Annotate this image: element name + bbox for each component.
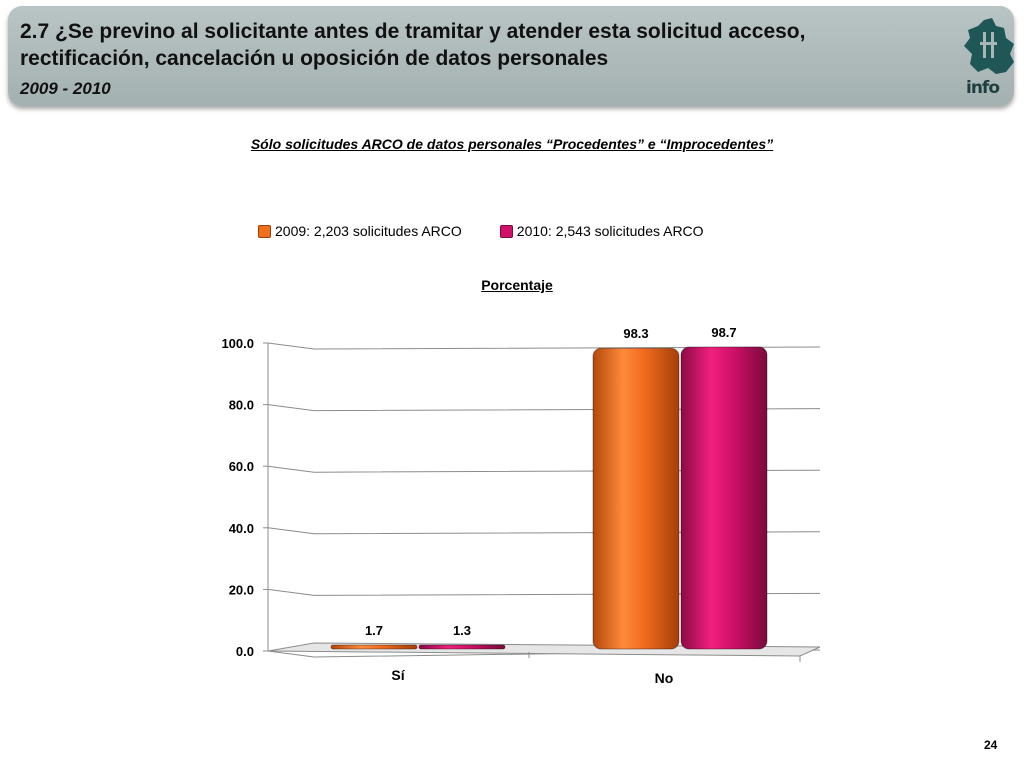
legend-item-2010: 2010: 2,543 solicitudes ARCO	[499, 223, 704, 239]
infodf-logo: info	[956, 16, 1020, 108]
legend-swatch-2009	[258, 224, 271, 238]
bar-2009	[330, 644, 418, 650]
data-label: 1.3	[453, 623, 471, 638]
chart-title: Porcentaje	[481, 277, 553, 293]
bar-2010	[680, 346, 768, 650]
mexico-city-map-icon	[964, 18, 1014, 74]
x-category-label: No	[655, 670, 674, 686]
y-tick-label: 80.0	[229, 398, 254, 413]
chart-subtitle: Sólo solicitudes ARCO de datos personale…	[250, 136, 774, 152]
y-tick-label: 0.0	[236, 644, 254, 659]
data-label: 1.7	[365, 623, 383, 638]
y-tick-label: 100.0	[221, 336, 254, 351]
logo-text: info	[966, 78, 1000, 98]
x-category-label: Sí	[391, 667, 405, 683]
bar-2010	[418, 644, 506, 650]
legend-item-2009: 2009: 2,203 solicitudes ARCO	[258, 223, 462, 239]
page-number: 24	[984, 738, 998, 752]
chart-legend: 2009: 2,203 solicitudes ARCO 2010: 2,543…	[258, 221, 742, 241]
legend-label-2010: 2010: 2,543 solicitudes ARCO	[516, 223, 704, 239]
legend-label-2009: 2009: 2,203 solicitudes ARCO	[275, 223, 462, 239]
y-tick-label: 60.0	[229, 459, 254, 474]
slide-years: 2009 - 2010	[20, 79, 111, 98]
bar-2009	[592, 347, 680, 650]
data-label: 98.7	[711, 325, 736, 340]
slide-title: 2.7 ¿Se previno al solicitante antes de …	[20, 20, 806, 70]
header-banner: 2.7 ¿Se previno al solicitante antes de …	[8, 6, 1014, 106]
y-tick-label: 40.0	[229, 521, 254, 536]
gridline	[267, 342, 821, 350]
legend-swatch-2010	[499, 224, 513, 238]
data-label: 98.3	[623, 326, 648, 341]
y-tick-label: 20.0	[229, 582, 254, 597]
